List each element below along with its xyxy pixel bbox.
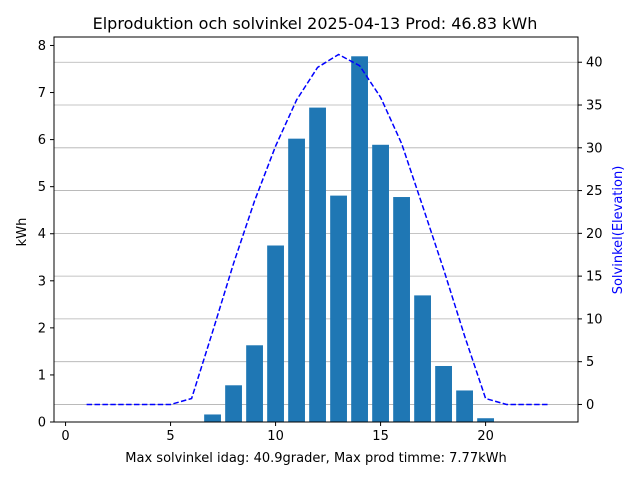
y-tick-label: 4	[38, 227, 46, 242]
y-axis-left: 0 1 2 3 4 5 6 7 8	[38, 39, 54, 431]
bars	[204, 56, 494, 423]
bar	[246, 345, 263, 422]
y-tick-label: 5	[38, 180, 46, 195]
bar	[309, 107, 326, 422]
plot-frame	[53, 36, 579, 423]
y-tick-label: 3	[38, 274, 46, 289]
y-axis-right: 0 5 10 15 20 25 30 35 40	[578, 56, 603, 413]
x-axis: 0 5 10 15 20	[61, 422, 494, 444]
x-tick-label: 15	[372, 429, 389, 444]
y2-tick-label: 25	[586, 184, 603, 199]
bar	[435, 365, 452, 422]
y2-tick-label: 0	[586, 398, 594, 413]
bar	[456, 390, 473, 422]
y-tick-label: 0	[38, 416, 46, 431]
x-axis-label: Max solvinkel idag: 40.9grader, Max prod…	[125, 451, 506, 466]
bar	[267, 245, 284, 422]
y2-tick-label: 35	[586, 99, 603, 114]
elevation-series-line	[86, 53, 549, 406]
y2-tick-label: 20	[586, 227, 603, 242]
bar	[372, 144, 389, 422]
bar	[351, 56, 368, 423]
bar	[477, 418, 494, 422]
x-tick-label: 10	[267, 429, 284, 444]
x-tick-label: 20	[477, 429, 494, 444]
chart-title: Elproduktion och solvinkel 2025-04-13 Pr…	[93, 14, 538, 33]
bar	[288, 138, 305, 422]
y-tick-label: 1	[38, 368, 46, 383]
bar	[225, 385, 242, 422]
y2-tick-label: 10	[586, 312, 603, 327]
elevation-line	[86, 53, 549, 406]
x-tick-label: 0	[61, 429, 69, 444]
y2-tick-label: 30	[586, 141, 603, 156]
bar	[330, 195, 347, 422]
y-tick-label: 6	[38, 133, 46, 148]
y-tick-label: 7	[38, 86, 46, 101]
y2-tick-label: 15	[586, 270, 603, 285]
y2-axis-label: Solvinkel(Elevation)	[611, 166, 626, 295]
bar	[414, 295, 431, 422]
x-tick-label: 5	[166, 429, 174, 444]
y2-tick-label: 40	[586, 56, 603, 71]
bar	[393, 197, 410, 422]
y-tick-label: 8	[38, 39, 46, 54]
bar	[204, 414, 221, 422]
y-axis-label: kWh	[15, 218, 30, 247]
y-tick-label: 2	[38, 321, 46, 336]
y2-tick-label: 5	[586, 355, 594, 370]
